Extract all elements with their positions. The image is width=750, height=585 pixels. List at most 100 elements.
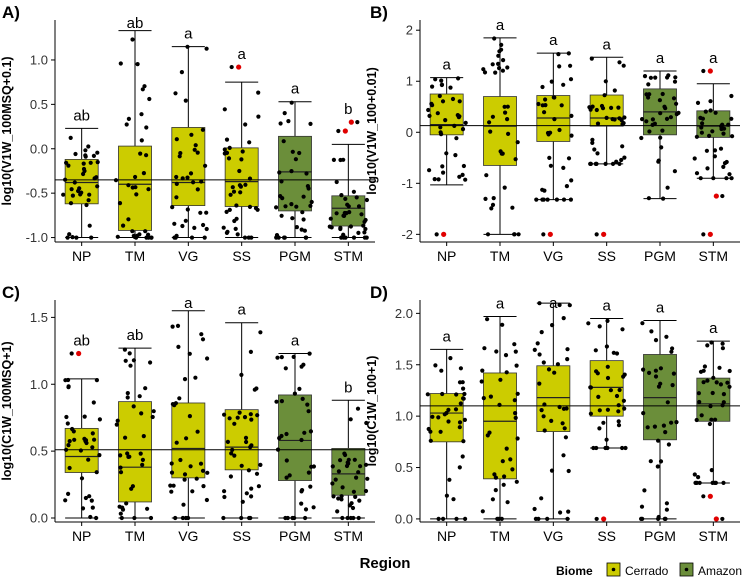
data-point: [352, 457, 357, 462]
data-point: [126, 217, 131, 222]
data-point: [720, 193, 725, 199]
y-tick-label: 0.5: [30, 444, 48, 459]
data-point: [605, 407, 611, 412]
significance-letter: a: [602, 36, 611, 53]
data-point: [497, 49, 502, 54]
data-point: [588, 385, 594, 390]
data-point: [204, 226, 209, 232]
data-point: [620, 445, 625, 451]
data-point: [126, 183, 131, 188]
data-point: [90, 445, 95, 450]
data-point: [78, 192, 83, 197]
data-point: [174, 174, 179, 180]
data-point: [461, 439, 466, 444]
data-point: [639, 135, 644, 141]
data-point: [308, 203, 313, 208]
data-point: [79, 476, 85, 481]
data-point: [182, 477, 187, 482]
data-point: [565, 347, 570, 352]
data-point: [95, 160, 100, 165]
data-point: [91, 400, 96, 405]
data-point: [283, 515, 288, 521]
data-point: [697, 480, 702, 485]
data-point: [505, 104, 510, 109]
data-point: [648, 459, 653, 464]
data-point: [721, 131, 726, 136]
data-point: [504, 370, 509, 375]
y-tick-label: 1.5: [395, 357, 413, 372]
data-point: [703, 109, 708, 114]
x-tick-label: VG: [543, 528, 563, 544]
data-point: [365, 476, 370, 481]
data-point: [119, 515, 124, 521]
y-tick-label: 1.5: [30, 310, 48, 325]
data-point: [616, 105, 621, 110]
data-point: [193, 143, 198, 148]
data-point: [453, 153, 458, 158]
data-point: [660, 91, 665, 97]
data-point: [274, 233, 280, 238]
data-point: [228, 474, 233, 479]
data-point: [95, 150, 100, 155]
data-point: [129, 486, 134, 491]
data-point: [78, 448, 83, 453]
data-point: [568, 197, 574, 202]
data-point: [605, 445, 610, 451]
data-point: [311, 505, 316, 510]
data-point: [356, 515, 361, 521]
data-point: [652, 424, 658, 429]
data-point: [461, 386, 466, 391]
data-point: [293, 157, 298, 162]
data-point: [334, 179, 339, 185]
data-point: [543, 103, 548, 108]
data-point: [653, 374, 659, 379]
legend-dot-amazon: [684, 567, 689, 572]
data-point: [274, 399, 279, 404]
data-point: [605, 318, 610, 323]
data-point: [76, 188, 81, 194]
data-point: [505, 500, 510, 505]
data-point: [117, 201, 123, 206]
data-point: [590, 137, 595, 142]
data-point: [559, 103, 564, 108]
data-point: [277, 170, 282, 175]
data-point: [128, 363, 133, 368]
data-point: [66, 491, 71, 496]
data-point: [126, 116, 131, 121]
data-point: [659, 145, 664, 150]
x-tick-label: SS: [597, 248, 616, 264]
data-point: [195, 150, 200, 155]
data-point: [180, 515, 185, 521]
x-tick-label: NP: [437, 528, 456, 544]
data-point: [138, 151, 143, 156]
data-point: [594, 516, 599, 522]
panels: A) log10(V1W_100MSQ+0.1) -1.0 -0.5 0.0 0.5 1.0…: [0, 3, 740, 544]
data-point: [457, 465, 462, 470]
data-point: [514, 479, 519, 484]
data-point: [339, 497, 344, 502]
data-point: [605, 364, 610, 369]
data-point: [569, 178, 574, 183]
data-point: [610, 117, 615, 122]
data-point: [616, 403, 621, 408]
data-point: [221, 225, 226, 230]
data-point: [568, 63, 573, 68]
data-point: [456, 76, 461, 81]
data-point: [169, 470, 175, 475]
data-point: [300, 210, 305, 215]
data-point: [242, 235, 248, 240]
significance-letter: b: [344, 101, 352, 118]
data-point: [86, 198, 91, 203]
data-point: [501, 58, 506, 63]
data-point: [599, 103, 605, 109]
data-point: [595, 121, 601, 126]
data-point: [140, 457, 145, 462]
data-point: [283, 366, 288, 371]
data-point: [565, 516, 570, 522]
data-point: [672, 169, 678, 174]
data-point: [204, 46, 209, 51]
data-point: [619, 157, 624, 163]
data-point: [137, 232, 142, 237]
data-point: [610, 161, 616, 166]
data-point: [125, 451, 130, 456]
